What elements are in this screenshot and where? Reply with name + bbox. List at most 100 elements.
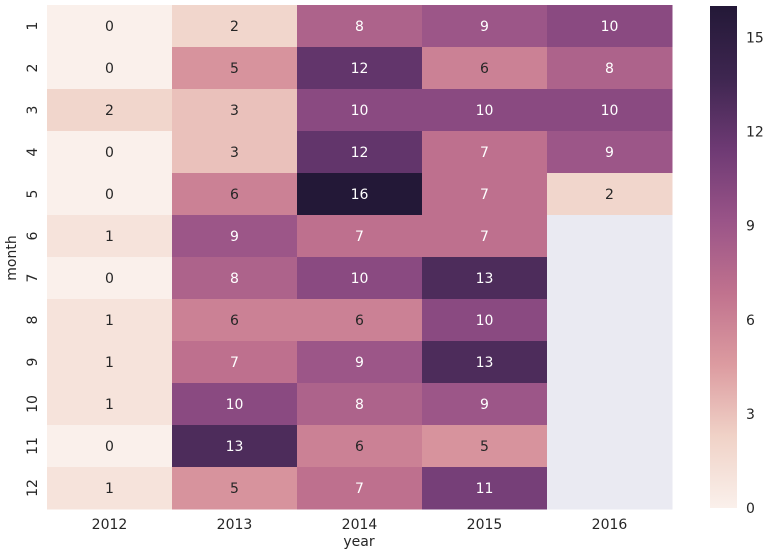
heatmap-cell [297, 467, 423, 510]
cell-value-label: 9 [230, 229, 239, 245]
cell-value-label: 9 [480, 397, 489, 413]
cell-value-label: 7 [355, 229, 364, 245]
heatmap-cell [172, 131, 298, 174]
heatmap-cell [47, 173, 173, 216]
x-tick-label: 2013 [217, 517, 253, 533]
colorbar-tick-label: 0 [746, 501, 755, 517]
heatmap-cell [422, 89, 548, 132]
heatmap-cell [422, 383, 548, 426]
cell-value-label: 12 [351, 61, 369, 77]
heatmap-cell [47, 425, 173, 468]
x-tick-label: 2012 [92, 517, 128, 533]
cell-value-label: 7 [480, 187, 489, 203]
cell-value-label: 0 [105, 145, 114, 161]
heatmap-cell [172, 173, 298, 216]
cell-value-label: 2 [230, 19, 239, 35]
cell-value-label: 0 [105, 271, 114, 287]
cell-value-label: 10 [476, 103, 494, 119]
cell-value-label: 11 [476, 481, 494, 497]
heatmap-cell [172, 5, 298, 48]
x-tick-labels: 2012 2013 2014 2015 2016 [92, 517, 628, 533]
heatmap-cell [47, 467, 173, 510]
cell-value-label: 0 [105, 439, 114, 455]
y-tick-label: 4 [25, 147, 41, 156]
heatmap-cell [172, 425, 298, 468]
heatmap-cell-empty [547, 257, 673, 300]
cell-value-label: 3 [230, 145, 239, 161]
heatmap-cell [172, 257, 298, 300]
y-tick-label: 8 [25, 316, 41, 325]
x-tick-label: 2014 [342, 517, 378, 533]
cell-value-label: 8 [355, 397, 364, 413]
colorbar [710, 6, 737, 508]
cell-value-label: 1 [105, 481, 114, 497]
cell-value-label: 8 [230, 271, 239, 287]
cell-value-label: 2 [105, 103, 114, 119]
colorbar-tick-label: 9 [746, 219, 755, 235]
heatmap-cell [297, 215, 423, 258]
y-tick-label: 1 [25, 22, 41, 31]
heatmap-cell [422, 131, 548, 174]
y-tick-label: 7 [25, 274, 41, 283]
heatmap-cell [422, 299, 548, 342]
heatmap-cell [297, 89, 423, 132]
heatmap-cell [172, 89, 298, 132]
y-tick-label: 2 [25, 64, 41, 73]
heatmap-cell [297, 257, 423, 300]
cell-value-label: 7 [480, 145, 489, 161]
cell-value-label: 9 [480, 19, 489, 35]
heatmap-cell [47, 47, 173, 90]
heatmap-cell [297, 299, 423, 342]
cell-value-label: 0 [105, 187, 114, 203]
heatmap-cell-empty [547, 467, 673, 510]
cell-value-label: 7 [480, 229, 489, 245]
cell-value-label: 10 [351, 103, 369, 119]
heatmap-cell [422, 5, 548, 48]
cell-value-label: 1 [105, 355, 114, 371]
cell-value-label: 8 [355, 19, 364, 35]
y-tick-label: 11 [25, 437, 41, 455]
heatmap-cell [547, 47, 673, 90]
heatmap-cell [172, 383, 298, 426]
cell-value-label: 9 [605, 145, 614, 161]
heatmap-cell [422, 257, 548, 300]
heatmap-cell [422, 467, 548, 510]
cell-value-label: 5 [230, 61, 239, 77]
cell-value-label: 1 [105, 397, 114, 413]
cell-value-label: 9 [355, 355, 364, 371]
heatmap-cell [297, 173, 423, 216]
heatmap-cell [297, 5, 423, 48]
heatmap-cell [47, 299, 173, 342]
y-tick-label: 9 [25, 358, 41, 367]
heatmap-cell [172, 47, 298, 90]
cell-value-label: 10 [476, 313, 494, 329]
heatmap-cell [297, 47, 423, 90]
heatmap-cell-empty [547, 215, 673, 258]
heatmap-cells: 0 2 8 9 100 5 12 6 82 3 10 10 100 3 12 7 90 6 16 7 21 9 7 70 8 10… [47, 5, 673, 510]
cell-value-label: 7 [355, 481, 364, 497]
cell-value-label: 3 [230, 103, 239, 119]
colorbar-tick-label: 15 [746, 30, 764, 46]
cell-value-label: 6 [480, 61, 489, 77]
heatmap-cell [172, 299, 298, 342]
heatmap-cell [47, 341, 173, 384]
cell-value-label: 5 [480, 439, 489, 455]
heatmap-cell [47, 89, 173, 132]
cell-value-label: 6 [230, 187, 239, 203]
heatmap-cell [547, 5, 673, 48]
y-axis-label: month [4, 235, 20, 280]
cell-value-label: 10 [601, 19, 619, 35]
cell-value-label: 1 [105, 313, 114, 329]
cell-value-label: 1 [105, 229, 114, 245]
colorbar-tick-label: 3 [746, 407, 755, 423]
cell-value-label: 6 [355, 439, 364, 455]
y-tick-label: 5 [25, 190, 41, 199]
heatmap-cell [547, 131, 673, 174]
colorbar-tick-label: 6 [746, 313, 755, 329]
y-tick-label: 6 [25, 231, 41, 240]
y-tick-label: 3 [25, 106, 41, 115]
heatmap-cell-empty [547, 425, 673, 468]
heatmap-cell [47, 215, 173, 258]
